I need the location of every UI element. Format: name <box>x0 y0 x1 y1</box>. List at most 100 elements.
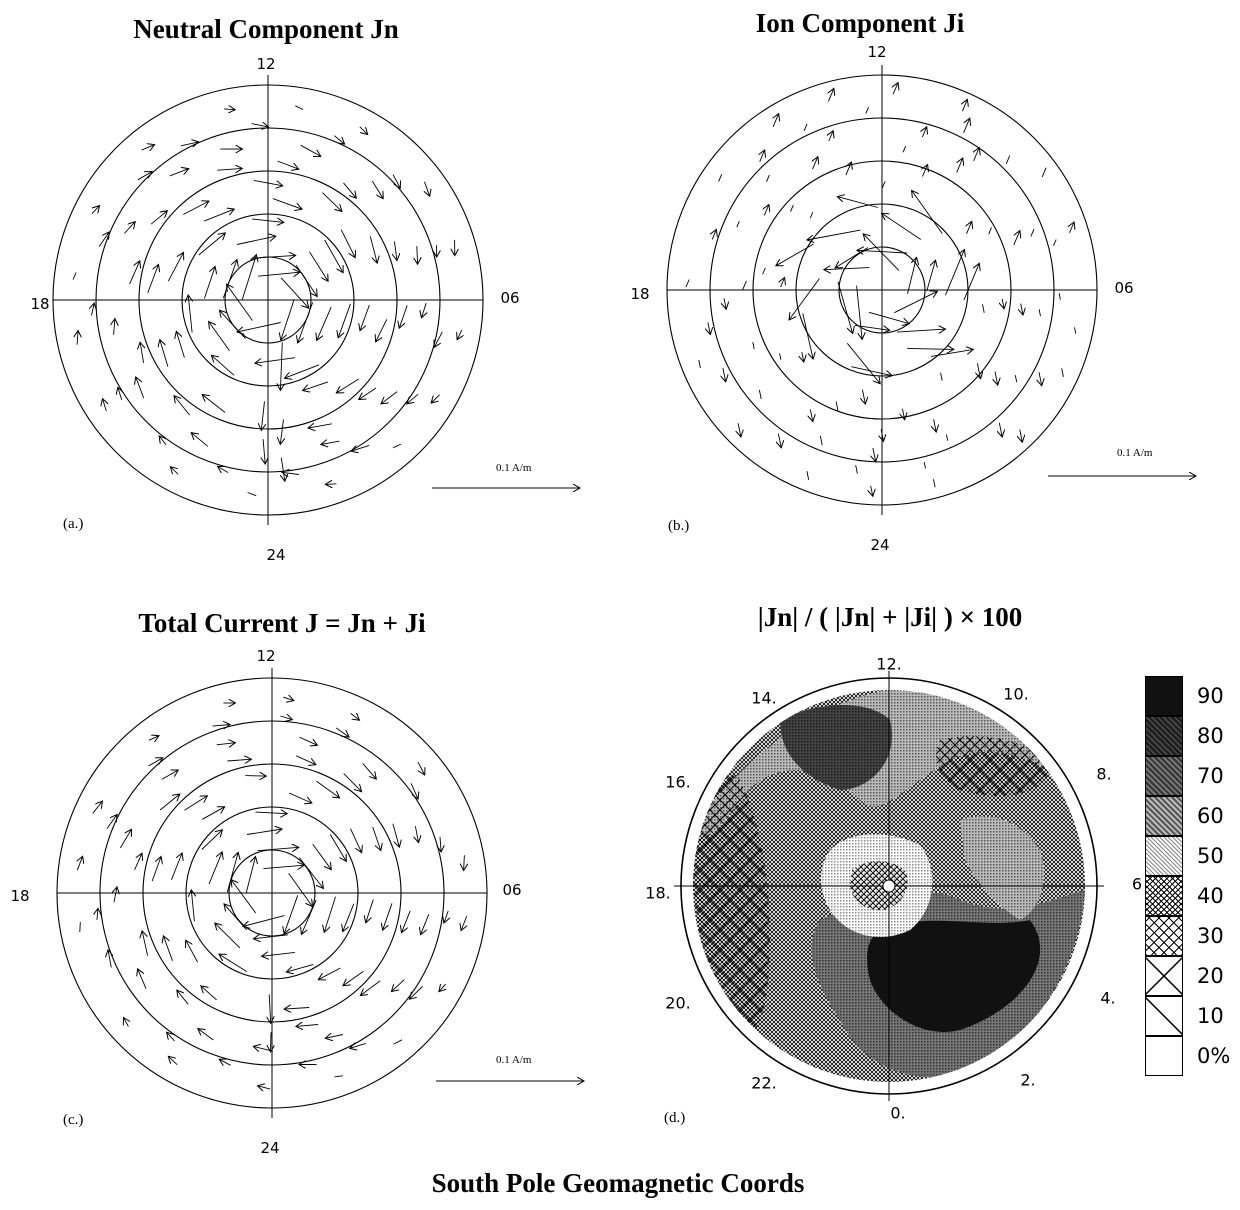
current-vector <box>415 826 418 842</box>
current-vector <box>421 914 430 934</box>
current-vector <box>926 260 936 292</box>
current-vector <box>318 967 341 980</box>
current-vector <box>1014 375 1018 383</box>
current-vector <box>284 1008 310 1010</box>
current-vector <box>289 792 312 803</box>
current-vector <box>257 272 300 276</box>
current-vector <box>381 391 398 404</box>
current-vector <box>236 236 276 245</box>
current-vector <box>325 1035 343 1039</box>
current-vector <box>106 815 117 829</box>
current-vector <box>103 399 107 412</box>
current-vector <box>186 940 198 963</box>
legend-swatch-30 <box>1145 916 1183 956</box>
current-vector <box>217 168 242 170</box>
current-vector <box>894 291 937 314</box>
current-vector <box>340 229 355 258</box>
current-vector <box>712 229 716 240</box>
panel-b-tick-24: 24 <box>870 536 890 554</box>
current-vector <box>837 281 853 334</box>
current-vector <box>1002 298 1004 309</box>
current-vector <box>760 150 765 162</box>
current-vector <box>940 372 943 381</box>
current-vector <box>183 201 209 215</box>
current-vector <box>857 250 908 253</box>
current-vector <box>218 466 229 472</box>
current-vector <box>285 364 320 378</box>
current-vector <box>809 212 814 219</box>
current-vector <box>269 994 271 1023</box>
panel-c-tick-18: 18 <box>10 887 30 905</box>
ratio-tick-4: 4. <box>1100 988 1116 1008</box>
ratio-tick-18: 18. <box>645 883 671 903</box>
current-vector <box>283 697 294 700</box>
current-vector <box>776 243 814 266</box>
legend-label-30: 30 <box>1197 924 1224 948</box>
current-vector <box>142 931 149 956</box>
current-vector <box>191 433 209 447</box>
legend-swatch-10 <box>1145 996 1183 1036</box>
current-vector <box>338 303 351 338</box>
current-vector <box>402 910 411 933</box>
current-vector <box>907 348 954 349</box>
current-vector <box>204 209 234 222</box>
current-vector <box>1020 429 1023 443</box>
current-vector <box>802 352 804 362</box>
current-vector <box>846 343 880 383</box>
current-vector <box>790 204 794 212</box>
current-vector <box>752 342 755 350</box>
current-vector <box>281 300 295 341</box>
current-vector <box>359 387 377 400</box>
current-vector <box>176 331 185 358</box>
current-vector <box>362 763 377 779</box>
current-vector <box>150 211 167 225</box>
current-vector <box>1053 239 1057 246</box>
current-vector <box>241 255 256 301</box>
current-vector <box>982 304 985 313</box>
current-vector <box>376 319 388 342</box>
current-vector <box>1074 327 1077 334</box>
current-vector <box>257 847 298 850</box>
panel-c-tick-06: 06 <box>502 881 522 899</box>
current-vector <box>252 219 284 222</box>
current-vector <box>392 443 402 449</box>
current-vector <box>871 485 873 497</box>
current-vector <box>159 794 180 811</box>
current-vector <box>963 118 970 133</box>
current-vector <box>284 895 299 934</box>
current-vector <box>334 135 344 144</box>
current-vector <box>698 359 701 369</box>
current-vector <box>137 172 152 181</box>
current-vector <box>762 267 766 275</box>
legend-label-10: 10 <box>1197 1004 1224 1028</box>
current-vector <box>828 88 834 102</box>
current-vector <box>124 222 135 234</box>
current-vector <box>862 389 865 405</box>
current-vector <box>98 232 109 247</box>
current-vector <box>263 865 305 868</box>
panel-b-label: (b.) <box>668 518 690 534</box>
current-vector <box>119 829 131 849</box>
current-vector <box>366 899 374 923</box>
panel-a-tick-18: 18 <box>30 295 50 313</box>
current-vector <box>399 305 408 328</box>
current-vector <box>227 284 253 321</box>
current-vector <box>317 306 332 340</box>
legend-swatch-0 <box>1145 1036 1183 1076</box>
current-vector <box>134 853 142 870</box>
current-vector <box>893 83 898 95</box>
current-vector <box>280 342 282 390</box>
current-vector <box>208 852 222 885</box>
legend-swatch-80 <box>1145 716 1183 756</box>
current-vector <box>298 302 314 343</box>
current-vector <box>334 1075 343 1078</box>
current-vector <box>129 261 140 285</box>
current-vector <box>360 304 370 331</box>
legend-label-60: 60 <box>1197 804 1224 828</box>
current-vector <box>933 479 936 488</box>
current-vector <box>440 836 441 852</box>
current-vector <box>708 322 710 335</box>
current-vector <box>203 267 215 299</box>
current-vector <box>322 192 342 212</box>
